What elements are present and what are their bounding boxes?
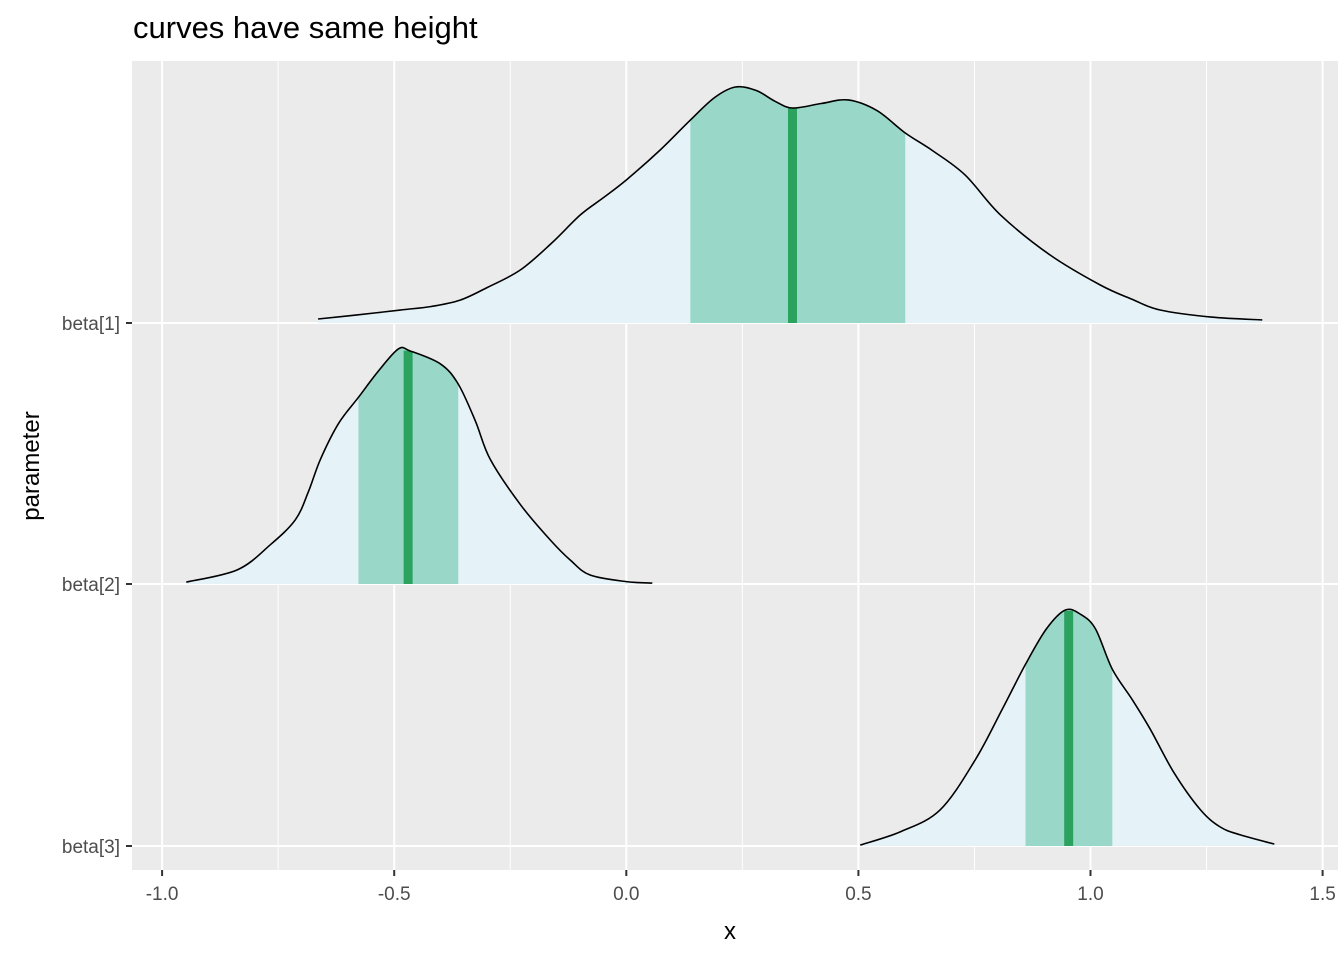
- density-curve-beta2: [186, 346, 653, 584]
- density-curves: [186, 85, 1275, 846]
- median-line: [403, 350, 413, 584]
- density-curve-beta1: [317, 85, 1263, 324]
- x-axis-label: x: [724, 918, 736, 945]
- y-tick-label: beta[3]: [62, 837, 120, 858]
- density-outline: [860, 608, 1275, 846]
- x-tick-label: -0.5: [378, 884, 411, 905]
- median-line: [787, 108, 797, 323]
- density-outline: [186, 346, 653, 584]
- x-tick-label: 0.5: [845, 884, 871, 905]
- x-tick-label: 0.0: [613, 884, 639, 905]
- x-axis: -1.0 -0.5 0.0 0.5 1.0 1.5: [146, 870, 1336, 905]
- chart-title: curves have same height: [133, 10, 478, 45]
- median-line: [1064, 610, 1074, 846]
- density-outline: [317, 85, 1263, 321]
- y-tick-label: beta[1]: [62, 314, 120, 335]
- density-curve-beta3: [860, 608, 1275, 846]
- y-axis: beta[1] beta[2] beta[3]: [62, 314, 132, 858]
- x-tick-label: -1.0: [146, 884, 179, 905]
- inner-interval-area: [690, 86, 906, 323]
- y-tick-label: beta[2]: [62, 575, 120, 596]
- x-tick-label: 1.0: [1077, 884, 1103, 905]
- x-tick-label: 1.5: [1309, 884, 1335, 905]
